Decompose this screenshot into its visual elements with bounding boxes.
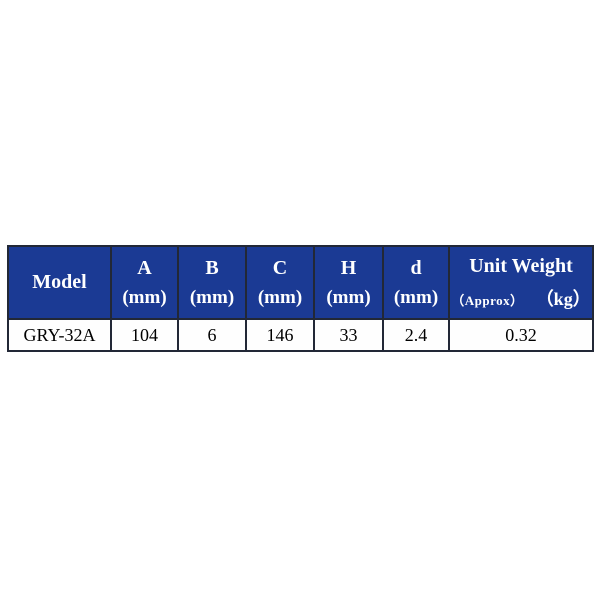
col-header-c-unit: (mm) — [257, 286, 303, 308]
col-header-b-label: B — [205, 256, 219, 279]
header-row: Model A (mm) B (mm) C (mm) H (mm) d (mm) — [7, 245, 594, 320]
spec-table-header: Model A (mm) B (mm) C (mm) H (mm) d (mm) — [7, 245, 594, 320]
cell-model: GRY-32A — [7, 318, 112, 352]
col-header-b: B (mm) — [177, 245, 247, 320]
col-header-model-label: Model — [32, 271, 87, 293]
cell-a-mm: 104 — [110, 318, 179, 352]
cell-h-mm: 33 — [313, 318, 384, 352]
col-header-kg: （kg） — [535, 288, 591, 309]
col-header-c: C (mm) — [245, 245, 315, 320]
col-header-a: A (mm) — [110, 245, 179, 320]
cell-b-mm: 6 — [177, 318, 247, 352]
table-row: GRY-32A 104 6 146 33 2.4 0.32 — [7, 318, 594, 352]
col-header-unit-weight-units: （Approx） （kg） — [450, 285, 592, 311]
col-header-h: H (mm) — [313, 245, 384, 320]
col-header-d: d (mm) — [382, 245, 450, 320]
spec-table-body: GRY-32A 104 6 146 33 2.4 0.32 — [7, 318, 594, 352]
col-header-d-label: d — [410, 256, 422, 279]
col-header-h-label: H — [340, 256, 357, 279]
col-header-h-unit: (mm) — [326, 286, 371, 308]
col-header-model: Model — [7, 245, 112, 320]
spec-table: Model A (mm) B (mm) C (mm) H (mm) d (mm) — [7, 245, 594, 352]
cell-c-mm: 146 — [245, 318, 315, 352]
col-header-d-unit: (mm) — [393, 286, 439, 308]
col-header-a-unit: (mm) — [122, 286, 167, 308]
col-header-unit-weight: Unit Weight （Approx） （kg） — [448, 245, 594, 320]
col-header-b-unit: (mm) — [189, 286, 235, 308]
cell-unit-weight: 0.32 — [448, 318, 594, 352]
col-header-a-label: A — [137, 256, 152, 279]
col-header-approx: （Approx） — [451, 292, 524, 308]
col-header-unit-weight-label: Unit Weight — [469, 254, 573, 277]
cell-d-mm: 2.4 — [382, 318, 450, 352]
col-header-c-label: C — [272, 256, 288, 279]
